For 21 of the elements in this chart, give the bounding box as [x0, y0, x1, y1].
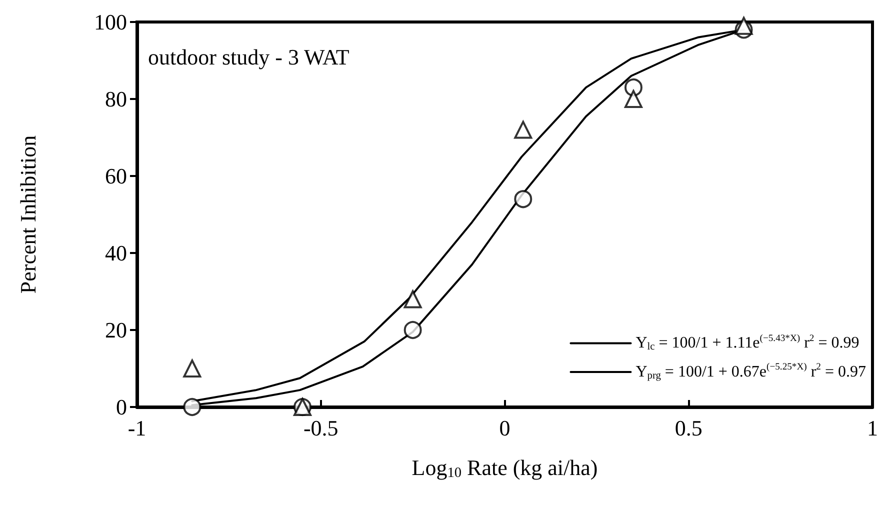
x-tick-label: 0 — [499, 416, 510, 440]
point — [404, 290, 422, 308]
point — [183, 360, 202, 378]
point — [624, 90, 642, 108]
point — [404, 321, 422, 339]
x-tick-label: -1 — [128, 416, 146, 440]
y-tick-label: 20 — [105, 318, 127, 342]
point — [514, 120, 532, 139]
y-tick-label: 80 — [105, 86, 127, 112]
point — [514, 190, 532, 208]
y-tick-label: 0 — [116, 394, 127, 420]
y-tick-label: 60 — [105, 164, 127, 188]
y-tick-label: 100 — [94, 10, 127, 34]
y-tick-label: 40 — [105, 240, 127, 266]
x-tick-label: 1 — [867, 416, 878, 440]
point — [183, 398, 202, 416]
annotation: outdoor study - 3 WAT — [148, 44, 350, 70]
x-tick-label: 0.5 — [674, 416, 702, 440]
x-tick-label: -0.5 — [303, 416, 338, 440]
point — [734, 16, 753, 35]
y-axis-title: Percent Inhibition — [16, 135, 40, 294]
